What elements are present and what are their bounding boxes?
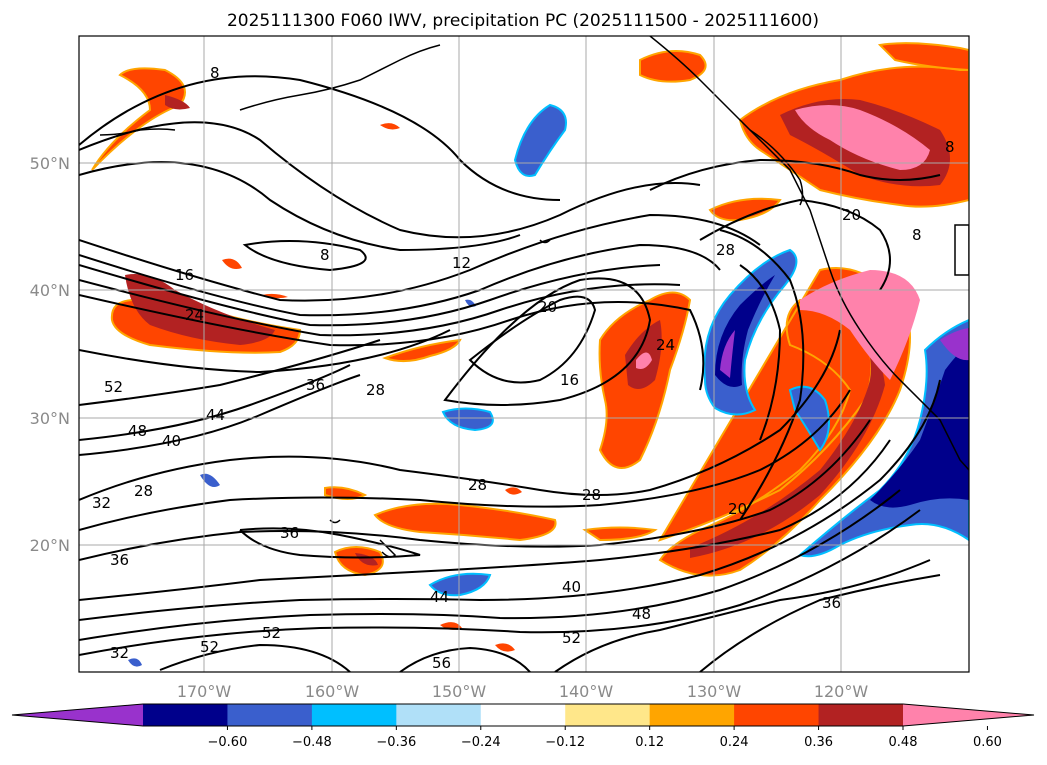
colorbar-tick-label: −0.36 [376, 735, 416, 750]
contour-label: 56 [432, 654, 451, 672]
colorbar-swatch [227, 704, 313, 726]
contour-label: 28 [716, 241, 735, 259]
lon-tick-label: 170°W [177, 682, 232, 701]
contour-label: 24 [185, 306, 204, 324]
graticule [79, 36, 969, 672]
contour-label: 20 [842, 206, 861, 224]
contour-label: 32 [110, 644, 129, 662]
colorbar-tick-label: −0.48 [292, 735, 332, 750]
contour-label: 8 [320, 246, 330, 264]
colorbar-swatch [565, 704, 651, 726]
colorbar-tick-label: 0.60 [973, 735, 1002, 750]
colorbar-tick-label: −0.12 [545, 735, 585, 750]
lat-tick-label: 20°N [30, 536, 70, 555]
contour-label: 48 [632, 605, 651, 623]
contour-label: 40 [562, 578, 581, 596]
colorbar-tick-label: −0.60 [208, 735, 248, 750]
contour-label: 16 [175, 266, 194, 284]
colorbar-tick-label: 0.48 [889, 735, 918, 750]
colorbar-extend-high [903, 704, 1034, 726]
contour-label: 44 [430, 588, 449, 606]
contour-label: 28 [468, 476, 487, 494]
contour-label: 20 [728, 500, 747, 518]
contour-label: 36 [306, 376, 325, 394]
colorbar-swatch [143, 704, 228, 726]
contour-label: 52 [262, 624, 281, 642]
colorbar: −0.60 −0.48 −0.36 −0.24 −0.12 0.12 0.24 0.36 0.4… [11, 703, 1035, 750]
lon-tick-label: 140°W [559, 682, 614, 701]
contour-label: 28 [582, 486, 601, 504]
contour-label: 36 [280, 524, 299, 542]
contour-label: 24 [656, 336, 675, 354]
colorbar-swatch [818, 704, 904, 726]
lon-tick-label: 160°W [305, 682, 360, 701]
lon-tick-label: 150°W [432, 682, 487, 701]
precip-negative-areas [128, 103, 969, 667]
lat-tick-label: 30°N [30, 409, 70, 428]
contour-label: 44 [206, 406, 225, 424]
iwv-contours [79, 75, 941, 672]
lon-tick-label: 120°W [814, 682, 869, 701]
contour-label: 8 [945, 138, 955, 156]
contour-label: 48 [128, 422, 147, 440]
precip-positive-areas [91, 42, 969, 652]
colorbar-swatch [480, 704, 566, 726]
colorbar-swatch [649, 704, 735, 726]
lat-tick-label: 40°N [30, 281, 70, 300]
contour-label: 12 [452, 254, 471, 272]
colorbar-swatch [311, 704, 397, 726]
colorbar-swatch [734, 704, 820, 726]
colorbar-extend-low [12, 704, 143, 726]
colorbar-outline [11, 703, 1035, 727]
contour-label: 40 [162, 432, 181, 450]
contour-label: 32 [92, 494, 111, 512]
colorbar-tick-label: 0.24 [720, 735, 749, 750]
colorbar-tick-label: 0.12 [635, 735, 664, 750]
colorbar-tick-label: 0.36 [804, 735, 833, 750]
lon-tick-labels: 170°W 160°W 150°W 140°W 130°W 120°W [177, 682, 869, 701]
contour-label: 36 [110, 551, 129, 569]
contour-labels: 8 8 8 8 12 16 16 20 20 20 24 24 28 28 28… [92, 64, 955, 672]
contour-label: 8 [210, 64, 220, 82]
colorbar-swatch [396, 704, 482, 726]
map-layers: 8 8 8 8 12 16 16 20 20 20 24 24 28 28 28… [79, 36, 969, 672]
contour-label: 36 [822, 594, 841, 612]
contour-label: 8 [912, 226, 922, 244]
map-frame [78, 35, 970, 673]
lat-tick-label: 50°N [30, 154, 70, 173]
lon-tick-label: 130°W [687, 682, 742, 701]
colorbar-tick-label: −0.24 [461, 735, 501, 750]
contour-label: 28 [366, 381, 385, 399]
lat-tick-labels: 50°N 40°N 30°N 20°N [30, 154, 70, 555]
figure-title: 2025111300 F060 IWV, precipitation PC (2… [227, 11, 819, 31]
contour-label: 28 [134, 482, 153, 500]
contour-label: 52 [104, 378, 123, 396]
contour-label: 20 [538, 298, 557, 316]
contour-label: 16 [560, 371, 579, 389]
contour-label: 52 [200, 638, 219, 656]
contour-label: 52 [562, 629, 581, 647]
